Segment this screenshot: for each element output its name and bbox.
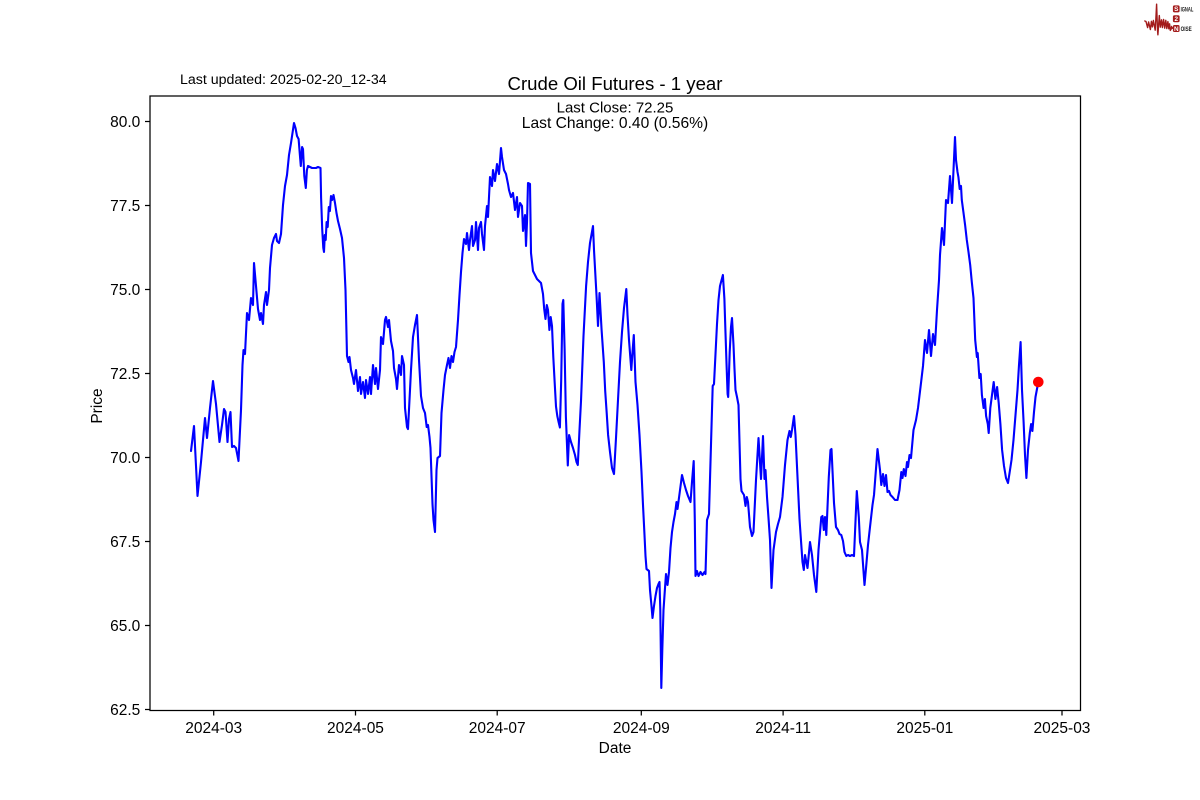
- svg-text:2024-09: 2024-09: [613, 720, 670, 737]
- svg-text:Last Close: 72.25: Last Close: 72.25: [557, 100, 674, 117]
- svg-text:OISE: OISE: [1181, 26, 1193, 33]
- svg-text:N: N: [1174, 26, 1179, 33]
- svg-text:S: S: [1174, 6, 1179, 13]
- svg-text:2024-05: 2024-05: [327, 720, 384, 737]
- svg-text:75.0: 75.0: [110, 282, 141, 299]
- svg-text:80.0: 80.0: [110, 114, 141, 131]
- svg-text:2024-07: 2024-07: [469, 720, 526, 737]
- svg-text:2: 2: [1175, 16, 1179, 23]
- svg-text:Price: Price: [89, 388, 106, 423]
- svg-text:72.5: 72.5: [110, 366, 140, 383]
- svg-text:Last updated: 2025-02-20_12-34: Last updated: 2025-02-20_12-34: [180, 72, 387, 88]
- svg-text:2024-03: 2024-03: [185, 720, 242, 737]
- svg-text:65.0: 65.0: [110, 618, 141, 635]
- svg-text:Last Change: 0.40 (0.56%): Last Change: 0.40 (0.56%): [522, 115, 708, 132]
- svg-text:2025-01: 2025-01: [896, 720, 953, 737]
- svg-text:70.0: 70.0: [110, 450, 141, 467]
- svg-text:67.5: 67.5: [110, 534, 140, 551]
- svg-text:62.5: 62.5: [110, 702, 140, 719]
- svg-text:2024-11: 2024-11: [755, 720, 811, 737]
- svg-text:IGNAL: IGNAL: [1181, 6, 1194, 13]
- svg-text:Date: Date: [599, 740, 632, 757]
- svg-text:2025-03: 2025-03: [1034, 720, 1091, 737]
- svg-text:77.5: 77.5: [110, 198, 140, 215]
- svg-text:Crude Oil Futures - 1 year: Crude Oil Futures - 1 year: [508, 73, 723, 94]
